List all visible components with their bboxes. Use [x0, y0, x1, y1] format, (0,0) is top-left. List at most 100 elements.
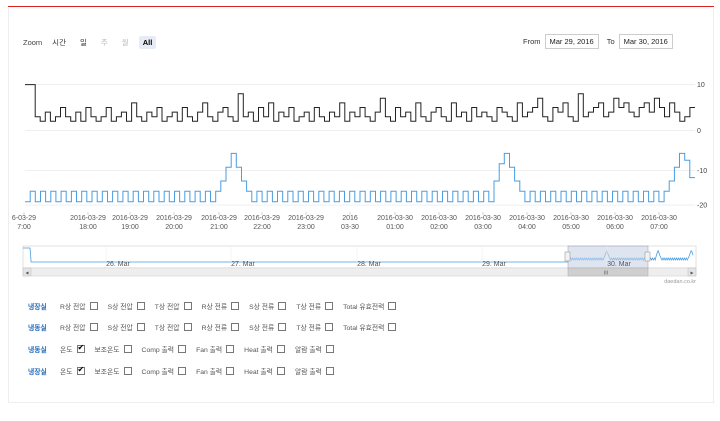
navigator-right-handle[interactable]: [644, 251, 651, 262]
chart1-grid: [25, 84, 695, 131]
checkbox[interactable]: [231, 302, 240, 310]
option-heat-output[interactable]: Heat 출력: [244, 344, 285, 354]
x-tick-label: 2016-03-29: [112, 215, 148, 222]
zoom-button-hour[interactable]: 시간: [52, 38, 66, 47]
x-axis: 6-03-29 7:00 2016-03-29 18:00 2016-03-29 19:0…: [12, 212, 677, 231]
zoom-button-day[interactable]: 일: [79, 38, 87, 47]
checkbox[interactable]: [226, 345, 235, 353]
series2-line: [25, 152, 695, 203]
option-fan-output[interactable]: Fan 출력: [196, 344, 235, 354]
checkbox[interactable]: [89, 302, 98, 310]
checkbox[interactable]: [278, 302, 287, 310]
chart2-y-axis: -10 -20: [697, 168, 707, 209]
x-tick-label: 01:00: [386, 224, 404, 231]
option-r-voltage[interactable]: R상 전압: [60, 322, 98, 332]
zoom-button-week[interactable]: 주: [100, 38, 108, 47]
x-tick-label: 2016-03-29: [288, 215, 324, 222]
checkbox[interactable]: [276, 367, 285, 375]
checkbox[interactable]: [325, 345, 334, 353]
x-tick-label: 2016-03-29: [244, 215, 280, 222]
option-t-voltage[interactable]: T상 전압: [155, 301, 192, 311]
y-tick-label: 10: [697, 82, 705, 89]
x-tick-label: 18:00: [79, 224, 97, 231]
checkbox[interactable]: [325, 302, 334, 310]
option-s-voltage[interactable]: S상 전압: [108, 301, 145, 311]
option-total-power[interactable]: Total 유효전력: [343, 322, 397, 332]
scroll-right-arrow-icon: ▸: [690, 271, 693, 277]
scrollbar-thumb[interactable]: [567, 267, 649, 277]
checkbox[interactable]: [388, 323, 397, 331]
option-s-current[interactable]: S상 전류: [249, 301, 287, 311]
option-r-current[interactable]: R상 전류: [202, 301, 240, 311]
room-label: 냉동실: [28, 347, 47, 354]
chart-panel: [8, 8, 714, 403]
option-heat-output[interactable]: Heat 출력: [244, 366, 285, 376]
option-aux-temperature[interactable]: 보조온도: [95, 344, 132, 354]
x-tick-label: 2016-03-29: [70, 215, 106, 222]
x-tick-label: 05:00: [562, 224, 580, 231]
checkbox[interactable]: [276, 345, 285, 353]
option-total-power[interactable]: Total 유효전력: [343, 301, 397, 311]
option-temperature[interactable]: 온도: [60, 365, 85, 376]
scrollbar-left-button[interactable]: [22, 267, 32, 277]
checkbox[interactable]: [178, 367, 187, 375]
scrollbar-right-button[interactable]: [687, 267, 697, 277]
option-temperature[interactable]: 온도: [60, 343, 85, 354]
checkbox[interactable]: [183, 323, 192, 331]
checkbox[interactable]: [76, 343, 85, 353]
zoom-button-all[interactable]: All: [138, 36, 157, 49]
option-row: 냉장실 온도 보조온도 Comp 출력 Fan 출력 Heat 출력 알람 출력: [28, 364, 344, 378]
zoom-label: Zoom: [23, 38, 43, 47]
chart1-y-axis: 10 0: [697, 82, 705, 135]
to-date-input[interactable]: Mar 30, 2016: [618, 34, 673, 49]
from-date-input[interactable]: Mar 29, 2016: [544, 34, 599, 49]
y-tick-label: 0: [697, 128, 701, 135]
option-aux-temperature[interactable]: 보조온도: [95, 366, 132, 376]
option-s-current[interactable]: S상 전류: [249, 322, 287, 332]
navigator[interactable]: 26. Mar 27. Mar 28. Mar 29. Mar 30. Mar III …: [22, 245, 697, 277]
checkbox[interactable]: [278, 323, 287, 331]
x-tick-label: 20:00: [165, 224, 183, 231]
x-tick-label: 02:00: [430, 224, 448, 231]
checkbox[interactable]: [226, 367, 235, 375]
checkbox[interactable]: [183, 302, 192, 310]
navigator-left-handle[interactable]: [564, 251, 571, 262]
option-r-current[interactable]: R상 전류: [202, 322, 240, 332]
x-tick-label: 2016-03-29: [201, 215, 237, 222]
option-alarm-output[interactable]: 알람 출력: [295, 344, 334, 354]
x-tick-label: 2016-03-30: [553, 215, 589, 222]
option-alarm-output[interactable]: 알람 출력: [295, 366, 334, 376]
option-t-voltage[interactable]: T상 전압: [155, 322, 192, 332]
checkbox[interactable]: [76, 365, 85, 375]
navigator-label: 26. Mar: [106, 261, 130, 268]
checkbox[interactable]: [136, 302, 145, 310]
checkbox[interactable]: [89, 323, 98, 331]
x-tick-label: 07:00: [650, 224, 668, 231]
checkbox[interactable]: [136, 323, 145, 331]
checkbox[interactable]: [231, 323, 240, 331]
accent-line: [8, 6, 714, 7]
checkbox[interactable]: [123, 345, 132, 353]
checkbox[interactable]: [388, 302, 397, 310]
credit-text: daedan.co.kr: [664, 279, 696, 285]
option-row: 냉장실 R상 전압 S상 전압 T상 전압 R상 전류 S상 전류 T상 전류 …: [28, 299, 406, 313]
checkbox[interactable]: [178, 345, 187, 353]
checkbox[interactable]: [325, 367, 334, 375]
option-t-current[interactable]: T상 전류: [296, 301, 334, 311]
checkbox[interactable]: [325, 323, 334, 331]
option-comp-output[interactable]: Comp 출력: [142, 344, 187, 354]
option-r-voltage[interactable]: R상 전압: [60, 301, 98, 311]
option-fan-output[interactable]: Fan 출력: [196, 366, 235, 376]
option-row: 냉동실 R상 전압 S상 전압 T상 전압 R상 전류 S상 전류 T상 전류 …: [28, 320, 406, 334]
x-tick-label: 03-30: [341, 224, 359, 231]
x-tick-label: 2016-03-30: [509, 215, 545, 222]
x-tick-label: 06:00: [606, 224, 624, 231]
checkbox[interactable]: [123, 367, 132, 375]
option-s-voltage[interactable]: S상 전압: [108, 322, 145, 332]
option-comp-output[interactable]: Comp 출력: [142, 366, 187, 376]
navigator-label: 30. Mar: [607, 261, 631, 268]
y-tick-label: -10: [697, 168, 707, 175]
zoom-button-month[interactable]: 월: [121, 38, 129, 47]
option-t-current[interactable]: T상 전류: [296, 322, 334, 332]
